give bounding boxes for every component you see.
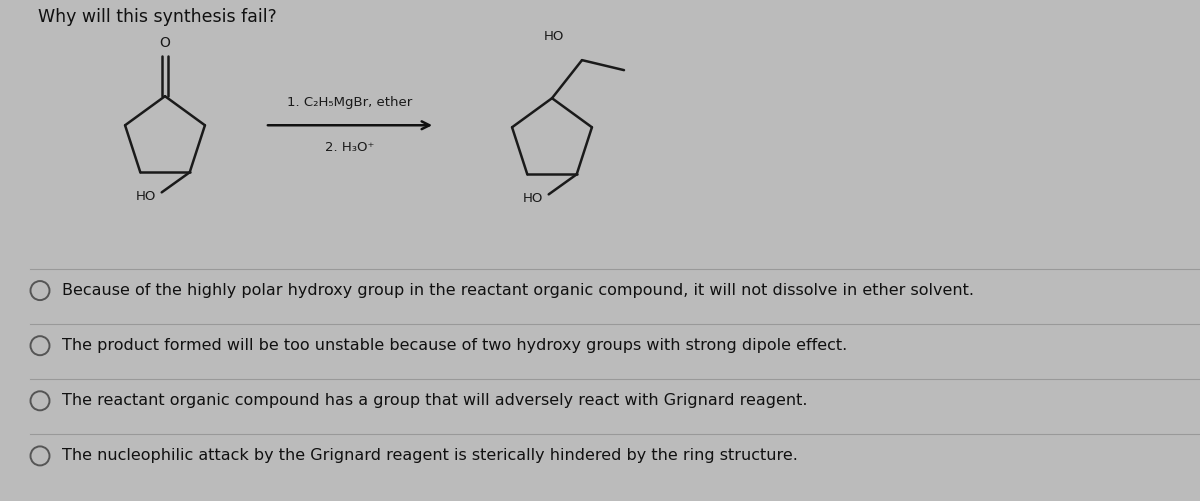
Text: The product formed will be too unstable because of two hydroxy groups with stron: The product formed will be too unstable … xyxy=(62,338,847,353)
Text: The reactant organic compound has a group that will adversely react with Grignar: The reactant organic compound has a grou… xyxy=(62,393,808,408)
Text: 1. C₂H₅MgBr, ether: 1. C₂H₅MgBr, ether xyxy=(287,96,413,109)
Text: O: O xyxy=(160,36,170,50)
Text: HO: HO xyxy=(136,190,156,203)
Text: 2. H₃O⁺: 2. H₃O⁺ xyxy=(325,141,374,154)
Text: HO: HO xyxy=(522,192,542,205)
Text: Why will this synthesis fail?: Why will this synthesis fail? xyxy=(38,8,277,26)
Text: Because of the highly polar hydroxy group in the reactant organic compound, it w: Because of the highly polar hydroxy grou… xyxy=(62,283,974,298)
Text: The nucleophilic attack by the Grignard reagent is sterically hindered by the ri: The nucleophilic attack by the Grignard … xyxy=(62,448,798,463)
Text: HO: HO xyxy=(544,30,564,43)
